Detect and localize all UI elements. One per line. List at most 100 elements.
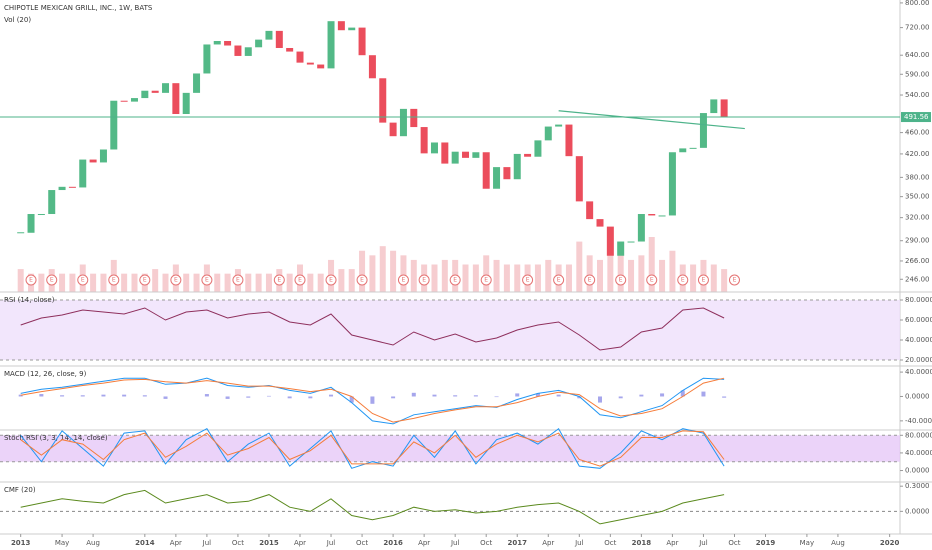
volume-bar: [359, 250, 366, 292]
candle: [410, 108, 418, 128]
histogram-bar: [701, 391, 706, 397]
volume-bar: [690, 264, 697, 292]
x-tick-label: 2013: [11, 539, 31, 547]
volume-bar: [710, 264, 717, 292]
y-tick-label: 380.00: [905, 173, 930, 181]
event-label: E: [557, 277, 561, 284]
volume-bar: [483, 255, 490, 292]
y-tick-label: 720.00: [905, 24, 930, 32]
candle: [306, 62, 314, 65]
event-label: E: [143, 277, 147, 284]
candle: [37, 214, 45, 216]
volume-bar: [503, 264, 510, 292]
last-price-tag: [901, 112, 931, 123]
volume-bar: [379, 246, 386, 292]
candle: [524, 153, 532, 157]
event-label: E: [681, 277, 685, 284]
histogram-bar: [266, 395, 271, 397]
volume-bar: [317, 273, 324, 292]
event-label: E: [360, 277, 364, 284]
volume-bar: [214, 273, 221, 292]
event-marker: [418, 274, 430, 286]
candle: [575, 156, 583, 202]
histogram-bar: [515, 393, 520, 397]
volume-bar: [255, 273, 262, 292]
volume-bar: [462, 264, 469, 292]
candle: [58, 186, 66, 191]
candle: [162, 83, 170, 93]
histogram-bar: [411, 392, 416, 397]
event-marker: [25, 274, 37, 286]
event-label: E: [298, 277, 302, 284]
pane-title: CMF (20): [4, 486, 36, 494]
candle: [679, 148, 687, 153]
histogram-bar: [660, 393, 665, 397]
event-label: E: [402, 277, 406, 284]
candle: [482, 152, 490, 189]
x-tick-label: Jul: [698, 539, 708, 547]
event-marker: [273, 274, 285, 286]
x-tick-label: 2018: [632, 539, 652, 547]
volume-bar: [617, 250, 624, 292]
histogram-bar: [142, 395, 147, 397]
histogram-bar: [680, 390, 685, 397]
volume-bar: [659, 259, 666, 292]
event-marker: [170, 274, 182, 286]
volume-bar: [534, 264, 541, 292]
event-label: E: [453, 277, 457, 284]
candle: [27, 214, 35, 233]
histogram-bar: [287, 396, 292, 399]
y-tick-label: 40.0000: [905, 449, 932, 457]
event-label: E: [29, 277, 33, 284]
event-marker: [77, 274, 89, 286]
indicator-line: [20, 489, 725, 525]
x-tick-label: Oct: [232, 539, 244, 547]
y-tick-label: 246.00: [905, 275, 930, 283]
volume-title: Vol (20): [4, 16, 31, 24]
histogram-bar: [39, 394, 44, 397]
candle: [368, 55, 376, 79]
event-label: E: [112, 277, 116, 284]
x-tick-label: Jul: [326, 539, 336, 547]
volume-bar: [245, 273, 252, 292]
candle: [172, 83, 180, 114]
candle: [472, 152, 480, 158]
event-marker: [139, 274, 151, 286]
y-tick-label: 80.0000: [905, 296, 932, 304]
y-tick-label: 350.00: [905, 193, 930, 201]
x-tick-label: Jul: [450, 539, 460, 547]
histogram-bar: [308, 396, 313, 399]
event-marker: [677, 274, 689, 286]
histogram-bar: [18, 394, 23, 397]
y-tick-label: 590.00: [905, 70, 930, 78]
x-tick-label: Apr: [542, 539, 554, 547]
candle: [658, 215, 666, 217]
histogram-bar: [598, 396, 602, 403]
event-label: E: [236, 277, 240, 284]
histogram-bar: [618, 396, 623, 399]
volume-bar: [224, 273, 231, 292]
y-tick-label: 420.00: [905, 150, 930, 158]
event-label: E: [174, 277, 178, 284]
x-tick-label: Jul: [574, 539, 584, 547]
candle: [555, 124, 563, 127]
candle: [68, 186, 76, 188]
x-tick-label: Apr: [418, 539, 430, 547]
volume-bar: [545, 259, 552, 292]
volume-bar: [286, 273, 293, 292]
x-tick-label: May: [55, 539, 69, 547]
candle: [17, 232, 25, 234]
volume-bar: [565, 264, 572, 292]
y-tick-label: 800.00: [905, 0, 930, 7]
histogram-bar: [577, 396, 582, 399]
candle: [286, 47, 294, 52]
candle: [513, 153, 521, 180]
event-label: E: [702, 277, 706, 284]
event-label: E: [650, 277, 654, 284]
histogram-bar: [329, 394, 334, 397]
event-marker: [615, 274, 627, 286]
histogram-bar: [556, 394, 561, 397]
last-price-label: 491.56: [904, 113, 929, 121]
volume-bar: [576, 241, 583, 292]
